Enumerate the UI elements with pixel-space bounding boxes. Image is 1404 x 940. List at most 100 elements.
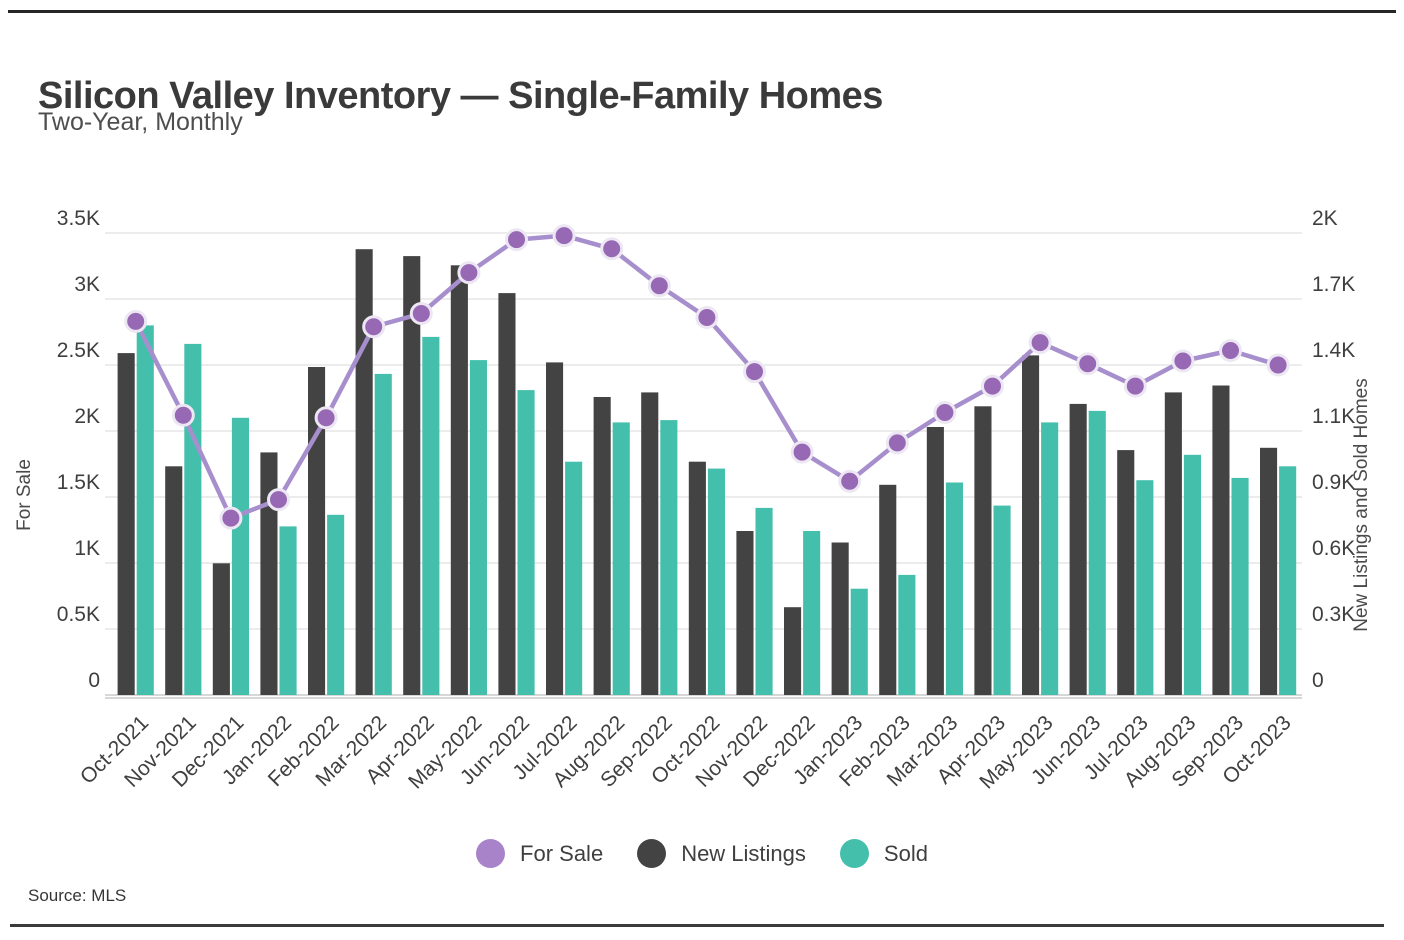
point-for-sale-Oct-2022	[695, 306, 719, 329]
legend-swatch-sold	[839, 839, 869, 868]
bar-sold-Mar-2022	[374, 373, 392, 695]
bar-sold-Feb-2022	[327, 514, 345, 695]
point-for-sale-Mar-2023	[933, 401, 957, 424]
for-sale-line	[133, 233, 1281, 521]
page-title: Silicon Valley Inventory — Single-Family…	[38, 75, 883, 118]
bar-new-listings-Apr-2023	[974, 406, 992, 696]
point-for-sale-Oct-2023	[1266, 353, 1290, 377]
bar-sold-Jul-2023	[1136, 480, 1154, 695]
bar-new-listings-Dec-2021	[212, 563, 230, 695]
legend-label-for-sale: For Sale	[520, 840, 604, 866]
y-axis-tick-left: 1K	[74, 537, 100, 560]
y-axis-tick-left: 1.5K	[57, 471, 100, 494]
bar-new-listings-May-2023	[1022, 355, 1040, 695]
bar-new-listings-Apr-2022	[403, 256, 421, 695]
point-for-sale-Jun-2023	[1076, 352, 1100, 376]
point-for-sale-Aug-2023	[1171, 349, 1195, 373]
point-for-sale-May-2023	[1028, 331, 1052, 355]
y-axis-tick-left: 2.5K	[57, 339, 100, 362]
point-for-sale-Oct-2021	[124, 309, 148, 333]
bottom-border	[10, 924, 1384, 927]
point-for-sale-Apr-2023	[981, 374, 1004, 398]
legend-item-sold: Sold	[839, 839, 928, 868]
point-for-sale-Sep-2022	[647, 274, 671, 298]
legend-item-for-sale: For Sale	[476, 839, 603, 868]
bar-sold-May-2023	[1041, 422, 1059, 695]
point-for-sale-Apr-2022	[409, 302, 433, 325]
y-axis-title-right: New Listings and Sold Homes	[1351, 378, 1372, 631]
point-for-sale-Nov-2022	[743, 360, 766, 384]
bar-sold-Jan-2023	[850, 588, 868, 695]
bar-new-listings-Jun-2023	[1069, 403, 1087, 695]
point-for-sale-Dec-2022	[790, 440, 814, 464]
y-axis-tick-left: 2K	[74, 405, 100, 428]
bar-sold-Jan-2022	[279, 526, 297, 695]
y-axis-tick-right: 1.7K	[1312, 273, 1355, 296]
point-for-sale-Mar-2022	[362, 315, 386, 339]
y-axis-tick-right: 1.1K	[1312, 405, 1355, 428]
top-border	[8, 10, 1396, 13]
bar-sold-Sep-2022	[660, 420, 678, 695]
point-for-sale-Jan-2023	[838, 469, 862, 493]
bar-sold-Aug-2022	[612, 422, 630, 695]
bar-sold-Sep-2023	[1231, 477, 1249, 695]
bar-new-listings-Dec-2022	[784, 607, 802, 695]
bar-sold-Feb-2023	[898, 574, 916, 695]
bar-sold-Aug-2023	[1183, 454, 1201, 695]
source-note: Source: MLS	[28, 886, 127, 905]
bar-new-listings-Jul-2022	[546, 362, 564, 695]
bar-sold-Nov-2021	[184, 343, 202, 695]
chart-legend: For Sale New Listings Sold	[0, 839, 1404, 868]
y-axis-tick-right: 0.9K	[1312, 471, 1355, 494]
bar-new-listings-Jun-2022	[498, 293, 516, 695]
bar-new-listings-Sep-2023	[1212, 385, 1230, 695]
y-axis-tick-left: 0	[88, 669, 100, 692]
bar-new-listings-Jan-2023	[831, 542, 849, 695]
y-axis-tick-right: 0.3K	[1312, 603, 1355, 626]
bar-sold-Jun-2022	[517, 390, 535, 695]
bar-sold-Oct-2021	[136, 325, 154, 695]
y-axis-tick-right: 0.6K	[1312, 537, 1355, 560]
bar-sold-Jun-2023	[1088, 410, 1106, 695]
point-for-sale-Jul-2023	[1123, 374, 1147, 398]
bar-new-listings-Mar-2022	[355, 249, 373, 695]
point-for-sale-Jun-2022	[505, 228, 528, 252]
bar-sold-May-2022	[469, 360, 487, 695]
bar-new-listings-Feb-2023	[879, 484, 897, 695]
point-for-sale-Dec-2021	[219, 506, 243, 530]
bar-new-listings-Nov-2021	[165, 466, 183, 695]
y-axis-title-left: For Sale	[14, 459, 35, 531]
point-for-sale-Sep-2023	[1219, 339, 1242, 362]
bar-new-listings-Nov-2022	[736, 531, 754, 695]
bar-sold-Dec-2022	[803, 531, 821, 695]
bar-new-listings-Oct-2023	[1260, 447, 1278, 695]
y-axis-tick-right: 2K	[1312, 207, 1338, 230]
legend-label-new-listings: New Listings	[681, 840, 806, 866]
bar-new-listings-Jan-2022	[260, 452, 278, 695]
y-axis-tick-right: 1.4K	[1312, 339, 1355, 362]
bar-sold-Oct-2022	[707, 468, 725, 695]
bar-new-listings-May-2022	[450, 265, 468, 695]
bar-sold-Apr-2023	[993, 505, 1011, 695]
legend-label-sold: Sold	[883, 840, 928, 866]
bar-sold-Apr-2022	[422, 336, 440, 695]
legend-swatch-for-sale	[476, 839, 506, 868]
point-for-sale-Feb-2022	[314, 406, 338, 430]
point-for-sale-Jul-2022	[552, 224, 576, 248]
bar-new-listings-Sep-2022	[641, 392, 659, 695]
bar-sold-Dec-2021	[231, 417, 249, 695]
bar-new-listings-Aug-2023	[1164, 392, 1182, 695]
point-for-sale-Nov-2021	[171, 403, 195, 427]
bar-sold-Oct-2023	[1279, 466, 1297, 695]
bar-sold-Jul-2022	[565, 461, 583, 695]
y-axis-tick-left: 3K	[74, 273, 100, 296]
legend-swatch-new-listings	[637, 839, 667, 868]
bar-new-listings-Oct-2022	[688, 461, 706, 695]
bar-new-listings-Oct-2021	[117, 353, 135, 695]
bar-new-listings-Feb-2022	[308, 367, 326, 695]
bar-new-listings-Mar-2023	[926, 427, 944, 695]
bar-new-listings-Aug-2022	[593, 397, 611, 695]
bar-new-listings-Jul-2023	[1117, 450, 1135, 695]
bar-sold-Mar-2023	[945, 482, 963, 695]
